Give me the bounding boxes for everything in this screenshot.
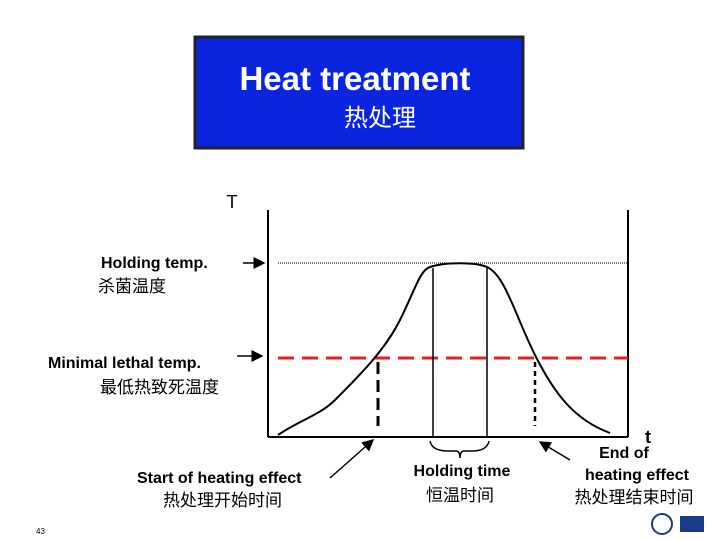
title: Heat treatment	[239, 60, 470, 97]
x-axis-label: t	[645, 427, 651, 447]
title-box	[193, 35, 525, 150]
label: 恒温时间	[426, 486, 494, 506]
logo	[680, 516, 704, 532]
label: heating effect	[585, 467, 690, 484]
label: End of	[599, 445, 649, 462]
y-axis-label: T	[227, 192, 238, 212]
label: Minimal lethal temp.	[48, 355, 201, 372]
logo	[651, 513, 673, 535]
label: 最低热致死温度	[100, 378, 219, 398]
holding-bracket	[429, 440, 490, 459]
label: Holding temp.	[101, 255, 208, 272]
page-number: 43	[36, 527, 45, 536]
label: 热处理开始时间	[163, 491, 282, 511]
label: Start of heating effect	[137, 470, 302, 487]
label: Holding time	[414, 463, 511, 480]
subtitle: 热处理	[344, 104, 416, 132]
label: 杀菌温度	[98, 277, 166, 297]
arrow	[538, 441, 571, 461]
arrow	[329, 439, 375, 479]
temperature-curve	[277, 262, 611, 436]
label: 热处理结束时间	[575, 488, 694, 508]
